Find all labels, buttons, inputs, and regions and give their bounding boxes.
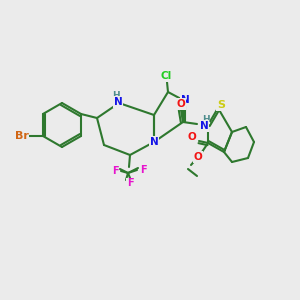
Text: O: O	[194, 152, 202, 162]
Text: H: H	[112, 91, 120, 100]
Text: O: O	[188, 132, 196, 142]
Text: F: F	[127, 178, 133, 188]
Text: F: F	[112, 166, 118, 176]
Text: N: N	[200, 121, 208, 131]
Text: O: O	[177, 99, 185, 109]
Text: N: N	[114, 97, 122, 107]
Text: Cl: Cl	[160, 71, 172, 81]
Text: N: N	[150, 137, 158, 147]
Text: N: N	[181, 95, 189, 105]
Text: F: F	[140, 165, 146, 175]
Text: Br: Br	[15, 131, 29, 141]
Text: S: S	[217, 100, 225, 110]
Text: H: H	[202, 115, 210, 124]
